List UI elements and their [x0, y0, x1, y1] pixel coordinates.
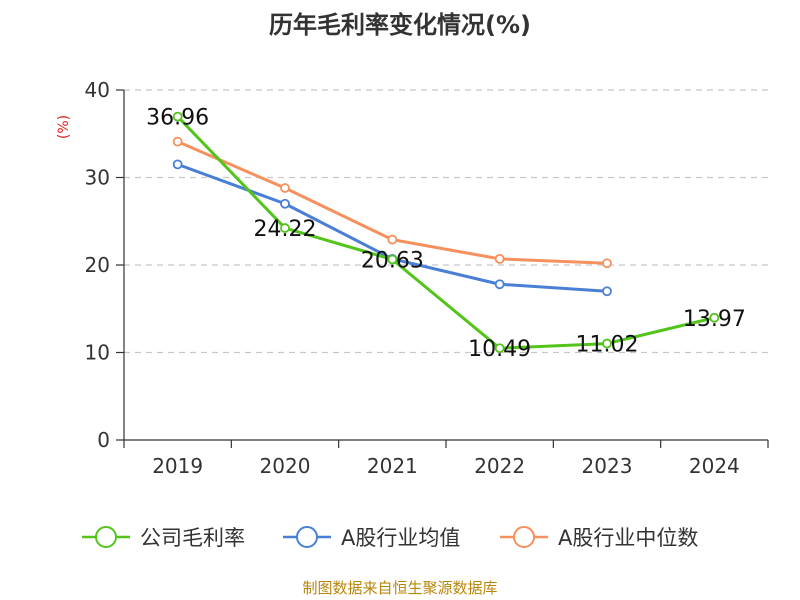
y-axis-unit: (%) [56, 115, 72, 139]
data-label-2023: 11.02 [576, 333, 639, 358]
series-line-0 [176, 115, 715, 350]
chart-title: 历年毛利率变化情况(%) [269, 11, 531, 39]
series-1-point-2019 [172, 159, 183, 170]
x-tick-label-2021: 2021 [367, 454, 418, 478]
series-0-point-2022 [494, 343, 505, 354]
data-label-2019: 36.96 [146, 106, 209, 131]
series-layer [172, 111, 720, 354]
x-tick-label-2019: 2019 [152, 454, 203, 478]
y-tick-label-30: 30 [85, 166, 110, 190]
axes: 0 10 20 30 40 2019 2020 2021 2022 2023 2024 [85, 78, 769, 478]
series-2-point-2019 [172, 136, 183, 147]
series-1-point-2020 [280, 198, 290, 209]
y-tick-label-0: 0 [97, 428, 110, 452]
gridlines [124, 89, 768, 354]
series-1-point-2022 [494, 279, 505, 290]
x-tick-label-2022: 2022 [474, 454, 525, 478]
data-label-2021: 20.63 [361, 248, 424, 273]
series-0-point-2019 [172, 111, 183, 122]
series-1-point-2023 [602, 286, 612, 297]
x-tick-label-2020: 2020 [260, 454, 311, 478]
y-tick-label-40: 40 [85, 78, 110, 102]
series-0-point-2023 [602, 338, 612, 349]
data-label-2024: 13.97 [683, 307, 746, 332]
series-0 [172, 111, 720, 354]
x-tick-label-2023: 2023 [582, 454, 633, 478]
legend-marker-0 [95, 526, 117, 548]
series-line-2 [177, 140, 608, 265]
legend-label-1: A股行业均值 [341, 526, 460, 550]
series-2 [172, 136, 612, 269]
data-label-2022: 10.49 [468, 337, 531, 362]
data-label-2020: 24.22 [254, 217, 317, 242]
series-2-point-2022 [494, 253, 505, 264]
series-0-point-2020 [280, 223, 290, 233]
series-0-point-2021 [387, 254, 398, 265]
legend-item-0: 公司毛利率 [82, 526, 245, 550]
legend-item-2: A股行业中位数 [500, 526, 698, 550]
legend-label-2: A股行业中位数 [558, 526, 698, 550]
legend-item-1: A股行业均值 [283, 526, 460, 550]
y-tick-label-20: 20 [85, 253, 110, 277]
legend-label-0: 公司毛利率 [140, 526, 245, 550]
series-2-point-2021 [387, 234, 398, 245]
series-2-point-2023 [602, 258, 612, 269]
y-tick-label-10: 10 [85, 341, 110, 365]
x-tick-label-2024: 2024 [689, 454, 740, 478]
legend-marker-2 [513, 526, 535, 548]
series-0-point-2024 [709, 312, 720, 323]
legend: 公司毛利率 A股行业均值 A股行业中位数 [82, 526, 698, 550]
source-text: 制图数据来自恒生聚源数据库 [302, 579, 497, 597]
data-labels: 36.96 24.22 20.63 10.49 11.02 13.97 [146, 106, 746, 363]
legend-marker-1 [296, 526, 318, 548]
series-2-point-2020 [280, 183, 290, 193]
